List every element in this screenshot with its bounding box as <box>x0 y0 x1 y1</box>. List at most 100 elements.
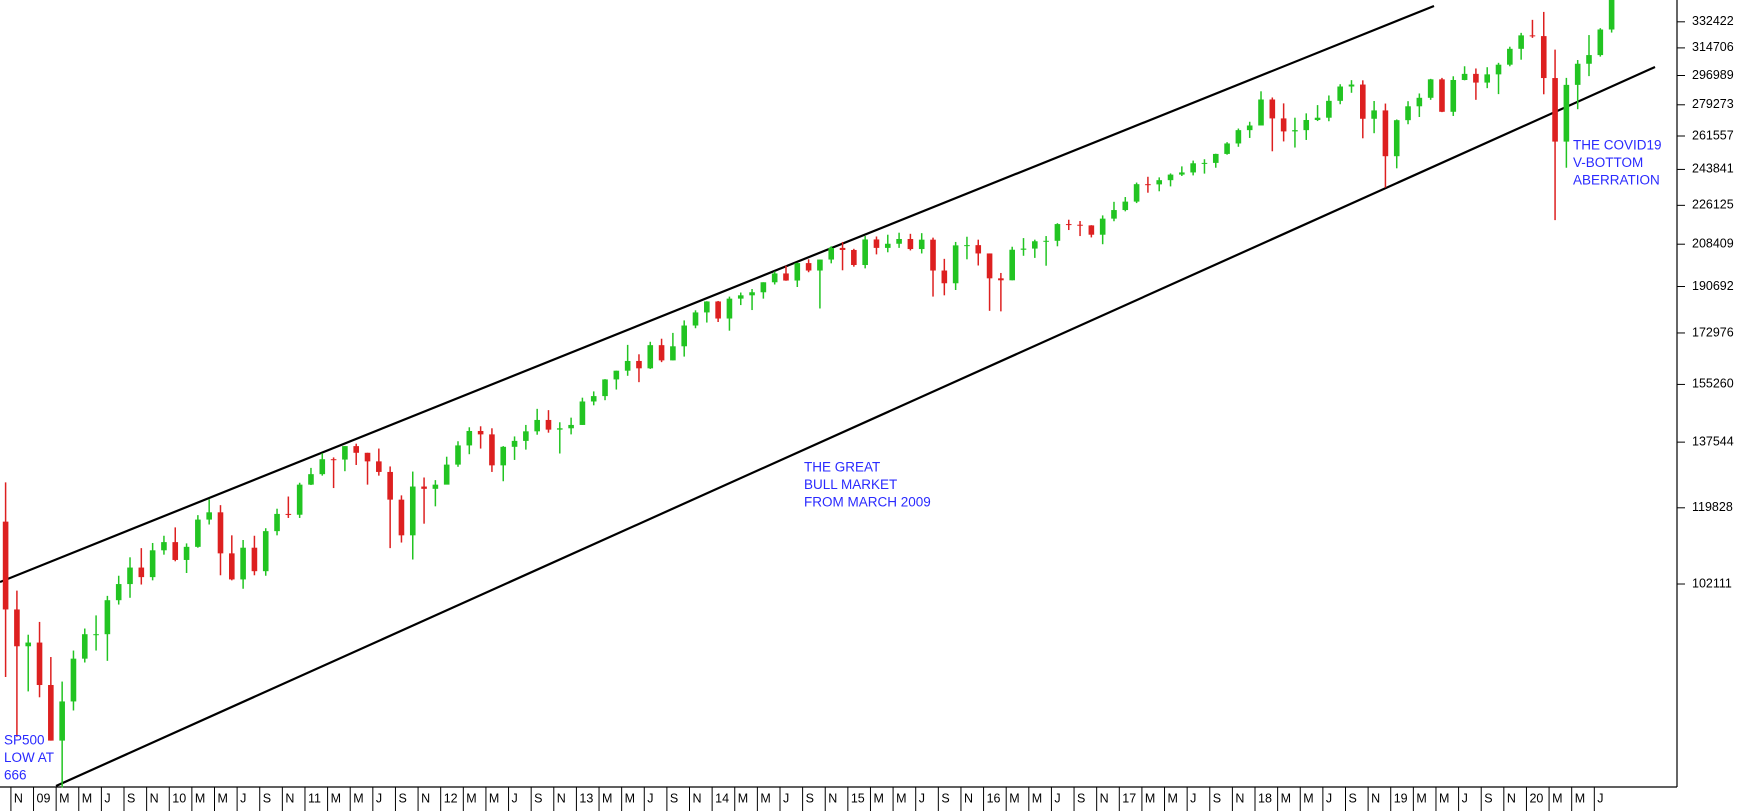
candle-body <box>1439 79 1445 112</box>
candle-body <box>1235 130 1242 144</box>
candle-body <box>1563 84 1570 142</box>
x-tick-label: J <box>783 791 789 805</box>
upper-trend-line <box>0 4 1435 584</box>
candle-body <box>907 238 914 250</box>
candle-body <box>998 278 1004 281</box>
x-tick-label: N <box>1371 791 1380 805</box>
x-tick-label: 19 <box>1394 791 1408 805</box>
x-tick-label: M <box>1009 791 1019 805</box>
candle-body <box>262 531 269 572</box>
y-tick-label: 332422 <box>1692 14 1734 28</box>
annotation: THE COVID19 <box>1573 138 1662 153</box>
annotation: SP500 <box>4 733 45 748</box>
x-tick-label: 14 <box>715 791 729 805</box>
y-tick-label: 102111 <box>1692 576 1732 590</box>
x-tick-label: M <box>1575 791 1585 805</box>
candle-body <box>511 440 518 447</box>
candle-body <box>647 345 654 369</box>
candle-body <box>1337 86 1343 101</box>
candle-body <box>127 567 133 585</box>
candle-body <box>1507 48 1513 65</box>
candle-body <box>59 701 65 741</box>
candle-body <box>1156 180 1163 185</box>
x-tick-label: S <box>1213 791 1221 805</box>
candle-body <box>964 245 970 247</box>
candle-body <box>1246 125 1253 131</box>
candle-body <box>466 430 473 446</box>
candle-body <box>1326 100 1332 118</box>
x-tick-label: M <box>1552 791 1562 805</box>
candle-body <box>172 542 179 560</box>
x-tick-label: M <box>217 791 227 805</box>
candle-body <box>1292 130 1298 132</box>
candle-body <box>387 471 393 500</box>
x-tick-label: J <box>104 791 110 805</box>
candle-body <box>70 658 77 702</box>
candle-body <box>1167 174 1174 181</box>
x-tick-label: M <box>59 791 69 805</box>
y-tick-label: 261557 <box>1692 128 1734 142</box>
candle-body <box>986 253 993 279</box>
candle-body <box>704 301 710 313</box>
candle-body <box>477 430 484 435</box>
candle-body <box>1179 172 1185 175</box>
x-tick-label: S <box>1484 791 1492 805</box>
candle-body <box>817 259 823 271</box>
x-tick-label: N <box>421 791 430 805</box>
x-tick-label: M <box>331 791 341 805</box>
candle-body <box>1574 63 1581 85</box>
candle-body <box>1054 224 1061 241</box>
candle-body <box>1088 225 1095 235</box>
candle-body <box>330 459 337 461</box>
candle-body <box>217 512 224 554</box>
candle-body <box>568 424 574 429</box>
candle-body <box>1552 78 1558 142</box>
candle-body <box>624 360 631 371</box>
x-tick-label: M <box>1032 791 1042 805</box>
y-tick-label: 190692 <box>1692 279 1734 293</box>
candle-body <box>229 553 235 580</box>
candle-body <box>1461 73 1468 80</box>
candle-body <box>636 360 642 369</box>
x-tick-label: N <box>1235 791 1244 805</box>
annotation: FROM MARCH 2009 <box>804 495 931 510</box>
x-tick-label: S <box>941 791 949 805</box>
y-tick-label: 208409 <box>1692 236 1734 250</box>
candle-body <box>14 609 20 647</box>
candle-body <box>590 396 597 402</box>
candle-body <box>523 431 529 441</box>
y-tick-label: 137544 <box>1692 434 1734 448</box>
candle-body <box>579 401 586 425</box>
x-tick-label: S <box>1348 791 1356 805</box>
candle-body <box>1065 224 1072 226</box>
x-tick-label: J <box>240 791 246 805</box>
x-tick-label: 20 <box>1529 791 1543 805</box>
annotation: THE GREAT <box>804 460 880 475</box>
candle-body <box>1032 241 1038 249</box>
candle-body <box>1280 118 1287 132</box>
candle-body <box>975 245 982 254</box>
candle-body <box>828 247 835 260</box>
candle-body <box>206 512 212 520</box>
candle-body <box>376 461 382 472</box>
x-tick-label: S <box>263 791 271 805</box>
candle-body <box>240 547 246 580</box>
candle-body <box>1495 64 1502 75</box>
x-tick-label: 09 <box>37 791 51 805</box>
candle-body <box>1201 162 1208 164</box>
candle-body <box>489 434 495 466</box>
candle-body <box>884 243 891 248</box>
candle-body <box>1043 240 1049 242</box>
x-tick-label: S <box>534 791 542 805</box>
y-tick-label: 279273 <box>1692 97 1734 111</box>
candle-body <box>1122 201 1129 211</box>
candle-body <box>1258 99 1264 126</box>
candle-body <box>81 634 88 659</box>
candle-body <box>25 642 32 647</box>
candle-body <box>1540 36 1547 79</box>
candle-body <box>1020 248 1027 250</box>
x-tick-label: 15 <box>851 791 865 805</box>
x-tick-label: J <box>647 791 653 805</box>
candle-body <box>1393 120 1400 157</box>
